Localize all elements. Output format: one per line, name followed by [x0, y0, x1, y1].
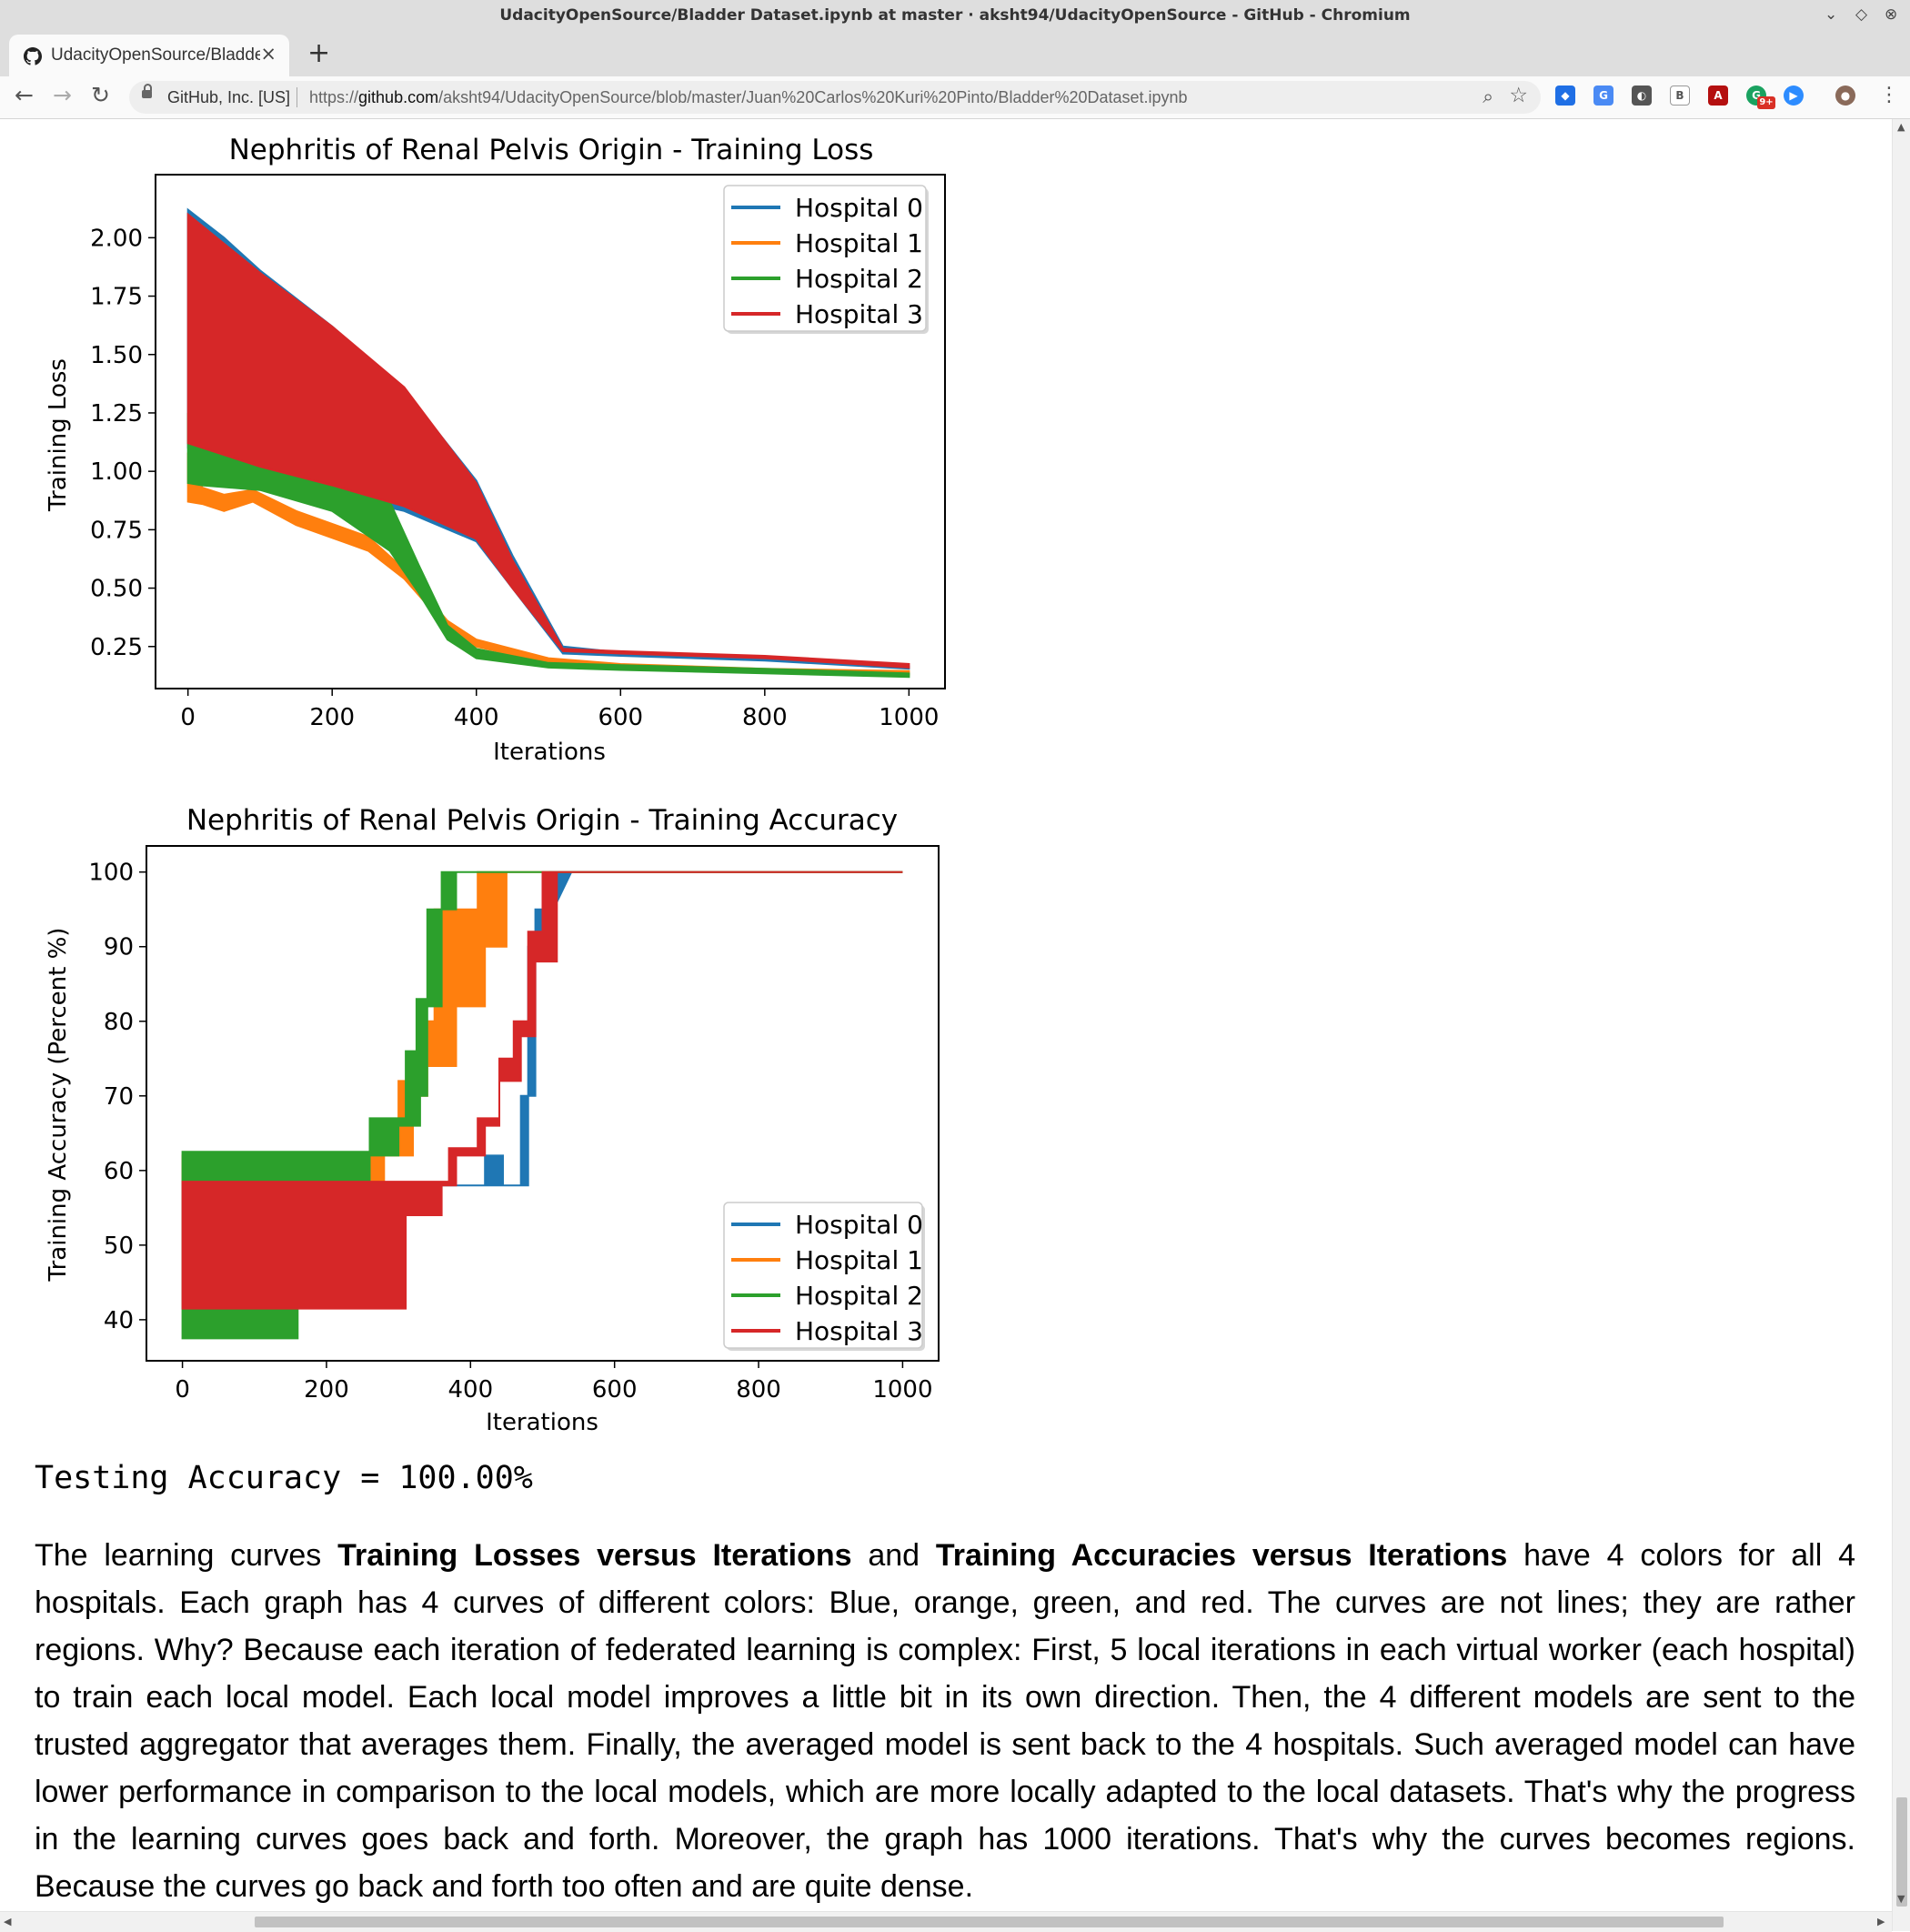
legend-label: Hospital 2	[795, 264, 923, 294]
legend-box	[723, 185, 927, 332]
back-arrow-icon[interactable]: ←	[15, 82, 34, 108]
tab-title: UdacityOpenSource/Bladder	[51, 45, 260, 65]
series-band-3	[186, 212, 910, 669]
plot-frame	[146, 845, 940, 1362]
horizontal-scrollbar[interactable]: ◀ ▶	[0, 1911, 1892, 1932]
new-tab-button[interactable]: +	[307, 37, 331, 69]
legend: Hospital 0 Hospital 1 Hospital 2 Hospital 3	[723, 1202, 925, 1351]
address-bar[interactable]: GitHub, Inc. [US] https://github.com/aks…	[129, 81, 1541, 114]
reload-icon[interactable]: ↻	[91, 82, 110, 108]
plot-frame	[155, 174, 946, 689]
legend-label: Hospital 3	[795, 1316, 923, 1346]
pdf-icon[interactable]: A	[1708, 86, 1728, 106]
zoom-meeting-icon[interactable]: ▶	[1784, 86, 1804, 106]
y-tick-label: 70	[104, 1083, 134, 1111]
y-axis-label: Training Accuracy (Percent %)	[45, 928, 72, 1283]
x-axis-label: Iterations	[493, 739, 606, 766]
series-band-1	[181, 870, 903, 1187]
x-tick-label: 600	[592, 1376, 638, 1404]
x-tick-label: 600	[598, 704, 643, 731]
y-tick-label: 40	[104, 1307, 134, 1334]
zoom-icon[interactable]: ⌕	[1483, 86, 1493, 107]
x-tick-label: 0	[180, 704, 196, 731]
legend-label: Hospital 0	[795, 193, 923, 223]
lock-icon	[142, 84, 152, 98]
notification-badge: 9+	[1757, 96, 1775, 109]
y-tick-label: 100	[88, 860, 134, 887]
translate-icon[interactable]: G	[1593, 86, 1613, 106]
legend-label: Hospital 3	[795, 299, 923, 329]
y-tick-label: 1.75	[90, 284, 143, 311]
chart-title: Nephritis of Renal Pelvis Origin - Train…	[186, 804, 898, 837]
scroll-left-icon[interactable]: ◀	[4, 1916, 12, 1927]
x-tick-label: 400	[454, 704, 499, 731]
scroll-down-icon[interactable]: ▼	[1897, 1893, 1905, 1905]
legend-label: Hospital 2	[795, 1281, 923, 1311]
reader-icon[interactable]: B	[1670, 86, 1690, 106]
vertical-scroll-thumb[interactable]	[1896, 1797, 1907, 1907]
scroll-up-icon[interactable]: ▲	[1897, 121, 1905, 133]
horizontal-scroll-thumb[interactable]	[255, 1917, 1724, 1927]
x-tick-label: 200	[309, 704, 355, 731]
maximize-icon[interactable]: ◇	[1855, 5, 1868, 24]
github-icon	[24, 47, 42, 65]
x-tick-label: 0	[175, 1376, 190, 1404]
series-band-3	[181, 870, 903, 1310]
y-tick-label: 1.50	[90, 342, 143, 369]
x-tick-label: 800	[742, 704, 788, 731]
x-tick-label: 1000	[872, 1376, 932, 1404]
x-tick-label: 400	[447, 1376, 493, 1404]
menu-icon[interactable]: ⋮	[1879, 84, 1899, 106]
window-titlebar: UdacityOpenSource/Bladder Dataset.ipynb …	[0, 0, 1910, 34]
explanation-paragraph: The learning curves Training Losses vers…	[35, 1538, 1855, 1904]
url-text[interactable]: https://github.com/aksht94/UdacityOpenSo…	[309, 88, 1188, 106]
testing-accuracy-output: Testing Accuracy = 100.00%	[35, 1460, 533, 1496]
training-accuracy-chart: Nephritis of Renal Pelvis Origin - Train…	[45, 804, 940, 1436]
y-tick-label: 0.75	[90, 517, 143, 544]
tab-close-icon[interactable]: ×	[260, 43, 276, 65]
bold-phrase: Training Accuracies versus Iterations	[935, 1538, 1508, 1573]
y-tick-label: 50	[104, 1233, 134, 1260]
notebook-content: Nephritis of Renal Pelvis Origin - Train…	[0, 119, 1892, 1911]
window-title: UdacityOpenSource/Bladder Dataset.ipynb …	[499, 6, 1411, 25]
y-axis-label: Training Loss	[45, 358, 72, 512]
training-loss-chart: Nephritis of Renal Pelvis Origin - Train…	[45, 134, 946, 766]
browser-toolbar: ← → ↻ GitHub, Inc. [US] https://github.c…	[0, 76, 1910, 119]
vertical-scrollbar[interactable]: ▲ ▼	[1892, 119, 1910, 1931]
x-axis-label: Iterations	[486, 1409, 598, 1436]
privacy-extension-icon[interactable]: ◐	[1632, 86, 1652, 106]
avatar[interactable]: ●	[1835, 86, 1855, 106]
legend: Hospital 0 Hospital 1 Hospital 2 Hospital 3	[723, 185, 929, 334]
legend-label: Hospital 0	[795, 1210, 923, 1240]
y-tick-label: 80	[104, 1009, 134, 1036]
x-tick-label: 800	[736, 1376, 781, 1404]
x-tick-label: 1000	[879, 704, 939, 731]
legend-label: Hospital 1	[795, 228, 923, 258]
close-window-icon[interactable]: ⊗	[1885, 5, 1898, 24]
y-tick-label: 0.25	[90, 634, 143, 661]
minimize-icon[interactable]: ⌄	[1825, 5, 1838, 24]
charts-svg: Nephritis of Renal Pelvis Origin - Train…	[45, 134, 946, 1436]
y-tick-label: 60	[104, 1158, 134, 1185]
y-tick-label: 1.00	[90, 458, 143, 486]
tab-github-notebook[interactable]: UdacityOpenSource/Bladder ×	[9, 35, 289, 76]
bookmark-star-icon[interactable]: ☆	[1509, 84, 1528, 107]
y-tick-label: 2.00	[90, 225, 143, 252]
legend-label: Hospital 1	[795, 1245, 923, 1275]
chart-title: Nephritis of Renal Pelvis Origin - Train…	[229, 134, 874, 166]
scroll-right-icon[interactable]: ▶	[1877, 1916, 1885, 1927]
dropbox-icon[interactable]: ◆	[1555, 86, 1575, 106]
forward-arrow-icon[interactable]: →	[53, 82, 72, 108]
legend-box	[723, 1202, 923, 1349]
y-tick-label: 1.25	[90, 400, 143, 428]
x-tick-label: 200	[304, 1376, 349, 1404]
y-tick-label: 90	[104, 934, 134, 961]
y-tick-label: 0.50	[90, 576, 143, 603]
site-identity[interactable]: GitHub, Inc. [US]	[167, 88, 291, 106]
bold-phrase: Training Losses versus Iterations	[337, 1538, 852, 1573]
tab-strip: UdacityOpenSource/Bladder × +	[0, 33, 1910, 76]
